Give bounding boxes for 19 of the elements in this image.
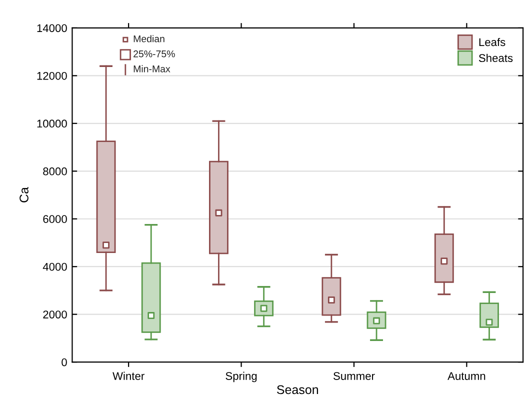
legend-label: Leafs: [479, 38, 506, 46]
y-tick-label: 8000: [43, 167, 67, 176]
y-tick-label: 2000: [43, 310, 67, 318]
y-tick-label: 12000: [37, 72, 67, 80]
y-axis-title: Ca: [20, 187, 28, 202]
legend-label: Sheats: [478, 54, 513, 62]
y-tick-label: 14000: [37, 24, 67, 32]
annotation: 25%-75%: [134, 50, 175, 58]
x-tick-label: Summer: [333, 372, 375, 380]
y-tick-label: 0: [62, 358, 67, 366]
y-tick-label: 6000: [43, 215, 67, 224]
annotation: Median: [134, 35, 164, 42]
y-tick-label: 4000: [42, 262, 67, 271]
x-tick-label: Autumn: [448, 372, 486, 380]
x-tick-label: Winter: [112, 372, 144, 380]
y-tick-label: 10000: [37, 120, 67, 128]
x-axis-title: Season: [277, 385, 318, 394]
annotation: Min-Max: [134, 65, 170, 72]
x-tick-label: Spring: [226, 372, 257, 382]
